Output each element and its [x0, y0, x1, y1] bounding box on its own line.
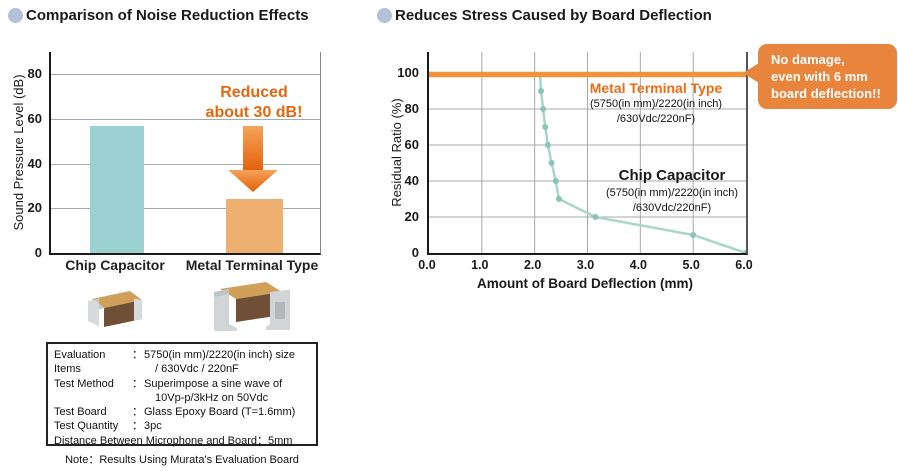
- bullet-icon: [377, 8, 392, 23]
- x-tick-label: 0.0: [418, 258, 436, 272]
- x-tick-label: 5.0: [682, 258, 700, 272]
- bullet-icon: [8, 8, 23, 23]
- y-tick-label: 60: [27, 111, 42, 126]
- x-tick-label: 6.0: [735, 258, 753, 272]
- x-tick-label: 1.0: [471, 258, 489, 272]
- eval-row: Evaluation Items ： 5750(in mm)/2220(in inc…: [54, 348, 312, 377]
- left-title-text: Comparison of Noise Reduction Effects: [26, 7, 309, 24]
- eval-value: 3pc: [144, 419, 312, 433]
- eval-value: Superimpose a sine wave of 10Vp-p/3kHz on…: [144, 377, 312, 406]
- data-point-marker: [548, 160, 555, 166]
- metal-spec-line-1: (5750(in mm)/2220(in inch): [589, 98, 723, 110]
- callout-line-1: No damage,: [771, 52, 845, 67]
- eval-label: Evaluation Items: [54, 349, 106, 376]
- category-label: Chip Capacitor: [65, 257, 165, 273]
- x-tick-label: 3.0: [576, 258, 595, 272]
- eval-value-line: / 630Vdc / 220nF: [155, 363, 239, 376]
- category-label: Metal Terminal Type: [185, 257, 319, 273]
- data-point-marker: [743, 250, 746, 253]
- callout-line-3: board deflection!!: [771, 86, 881, 102]
- y-tick-label: 80: [27, 66, 42, 82]
- y-tick-label: 60: [404, 137, 419, 152]
- y-tick-label: 20: [404, 209, 419, 224]
- evaluation-conditions-box: Evaluation Items： 5750(in mm)/2220(in inc…: [46, 342, 318, 447]
- data-point-marker: [540, 106, 547, 112]
- data-point-marker: [690, 232, 697, 238]
- metal-terminal-series-spec: (5750(in mm)/2220(in inch) /630Vdc/220nF…: [548, 97, 764, 127]
- eval-colon: ：: [132, 406, 143, 419]
- data-point-marker: [538, 88, 545, 94]
- y-tick-label: 0: [411, 245, 419, 260]
- note-text: Note：Results Using Murata's Evaluation B…: [65, 454, 299, 466]
- deflection-chart-svg: [429, 52, 746, 253]
- bar-chip-capacitor: [90, 125, 144, 253]
- left-section-title: Comparison of Noise Reduction Effects: [8, 7, 309, 24]
- x-tick-label: 4.0: [629, 258, 648, 272]
- eval-value-line: 10Vp-p/3kHz on 50Vdc: [155, 391, 269, 404]
- eval-value-line: Glass Epoxy Board (T=1.6mm): [144, 406, 296, 419]
- y-tick-label: 40: [404, 173, 419, 188]
- chip-capacitor-image: [82, 285, 146, 329]
- y-tick-label: 20: [27, 200, 42, 216]
- y-tick-label: 0: [34, 245, 42, 260]
- callout-line-2: even with 6 mm: [771, 69, 868, 85]
- no-damage-callout: No damage, even with 6 mm board deflecti…: [743, 44, 897, 110]
- bar-metal-terminal-type: [226, 199, 283, 253]
- data-point-marker: [592, 214, 599, 220]
- eval-value-line: Superimpose a sine wave of: [144, 377, 283, 390]
- eval-colon: ：: [132, 420, 143, 433]
- eval-label: Test Quantity: [54, 420, 119, 433]
- metal-terminal-type-image: [202, 278, 296, 332]
- chip-capacitor-series-spec: (5750(in mm)/2220(in inch) /630Vdc/220nF…: [560, 186, 784, 216]
- eval-value-line: 3pc: [144, 420, 162, 433]
- eval-value: Glass Epoxy Board (T=1.6mm): [144, 405, 312, 419]
- eval-value-line: 5750(in mm)/2220(in inch) size: [144, 349, 296, 361]
- gridline: [51, 163, 320, 165]
- right-section-title: Reduces Stress Caused by Board Deflectio…: [377, 7, 712, 24]
- right-title-text: Reduces Stress Caused by Board Deflectio…: [395, 7, 712, 24]
- eval-value: 5750(in mm)/2220(in inch) size / 630Vdc /…: [144, 348, 312, 377]
- eval-row: Distance Between Microphone and Board：5m…: [54, 434, 293, 447]
- annotation-line-1: Reduced: [220, 84, 288, 101]
- y-tick-label: 80: [404, 101, 419, 116]
- data-point-marker: [544, 142, 551, 148]
- eval-label: Test Board: [54, 406, 107, 419]
- x-tick-label: 2.0: [523, 258, 542, 272]
- callout-tail-icon: [743, 63, 759, 83]
- eval-row: Test Board ： Glass Epoxy Board (T=1.6mm): [54, 405, 312, 419]
- y-tick-label: 100: [397, 65, 419, 80]
- noise-y-axis-title: Sound Pressure Level (dB): [11, 74, 26, 231]
- annotation-line-2: about 30 dB!: [205, 104, 303, 121]
- down-arrow-icon: [228, 126, 278, 192]
- data-point-marker: [552, 178, 559, 184]
- eval-colon: ：: [132, 377, 143, 390]
- eval-label: Test Method: [54, 377, 114, 390]
- deflection-x-axis-title: Amount of Board Deflection (mm): [477, 276, 693, 291]
- eval-row: Test Method ： Superimpose a sine wave of 10…: [54, 377, 312, 406]
- metal-terminal-series-label: Metal Terminal Type: [589, 80, 723, 96]
- eval-row: Test Quantity ： 3pc: [54, 419, 312, 433]
- y-tick-label: 40: [27, 155, 42, 171]
- gridline: [51, 119, 320, 120]
- chip-spec-line-1: (5750(in mm)/2220(in inch): [605, 187, 739, 199]
- chip-capacitor-series-label: Chip Capacitor: [618, 167, 726, 184]
- noise-chart-plot: [49, 52, 321, 255]
- gridline: [51, 208, 320, 210]
- noise-reduction-annotation: Reduced about 30 dB!: [183, 83, 325, 123]
- metal-spec-line-2: /630Vdc/220nF): [616, 112, 696, 125]
- data-point-marker: [555, 196, 562, 202]
- chip-spec-line-2: /630Vdc/220nF): [632, 201, 712, 214]
- deflection-chart-plot: [427, 52, 748, 255]
- eval-colon: ：: [132, 349, 143, 361]
- gridline: [51, 74, 320, 76]
- data-point-marker: [542, 124, 549, 130]
